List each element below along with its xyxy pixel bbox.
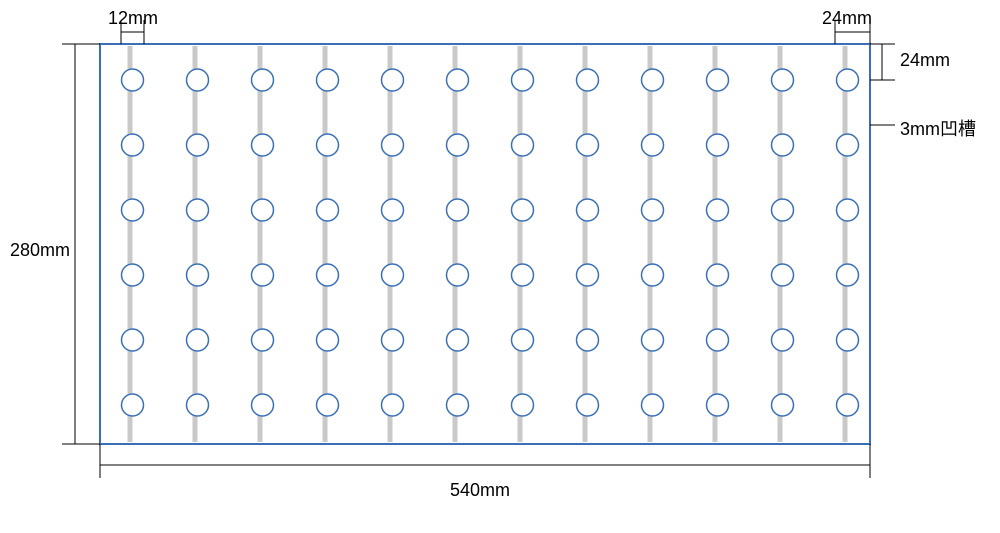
label-groove-callout: 3mm凹槽 bbox=[900, 115, 976, 141]
diagram-container: 12mm 24mm 24mm 3mm凹槽 280mm 540mm bbox=[0, 0, 1000, 533]
label-top-margin: 24mm bbox=[900, 50, 950, 71]
label-right-margin: 24mm bbox=[822, 8, 872, 29]
diagram-svg bbox=[0, 0, 1000, 533]
label-width: 540mm bbox=[450, 480, 510, 501]
label-height: 280mm bbox=[10, 240, 70, 261]
label-hole-diameter: 12mm bbox=[108, 8, 158, 29]
